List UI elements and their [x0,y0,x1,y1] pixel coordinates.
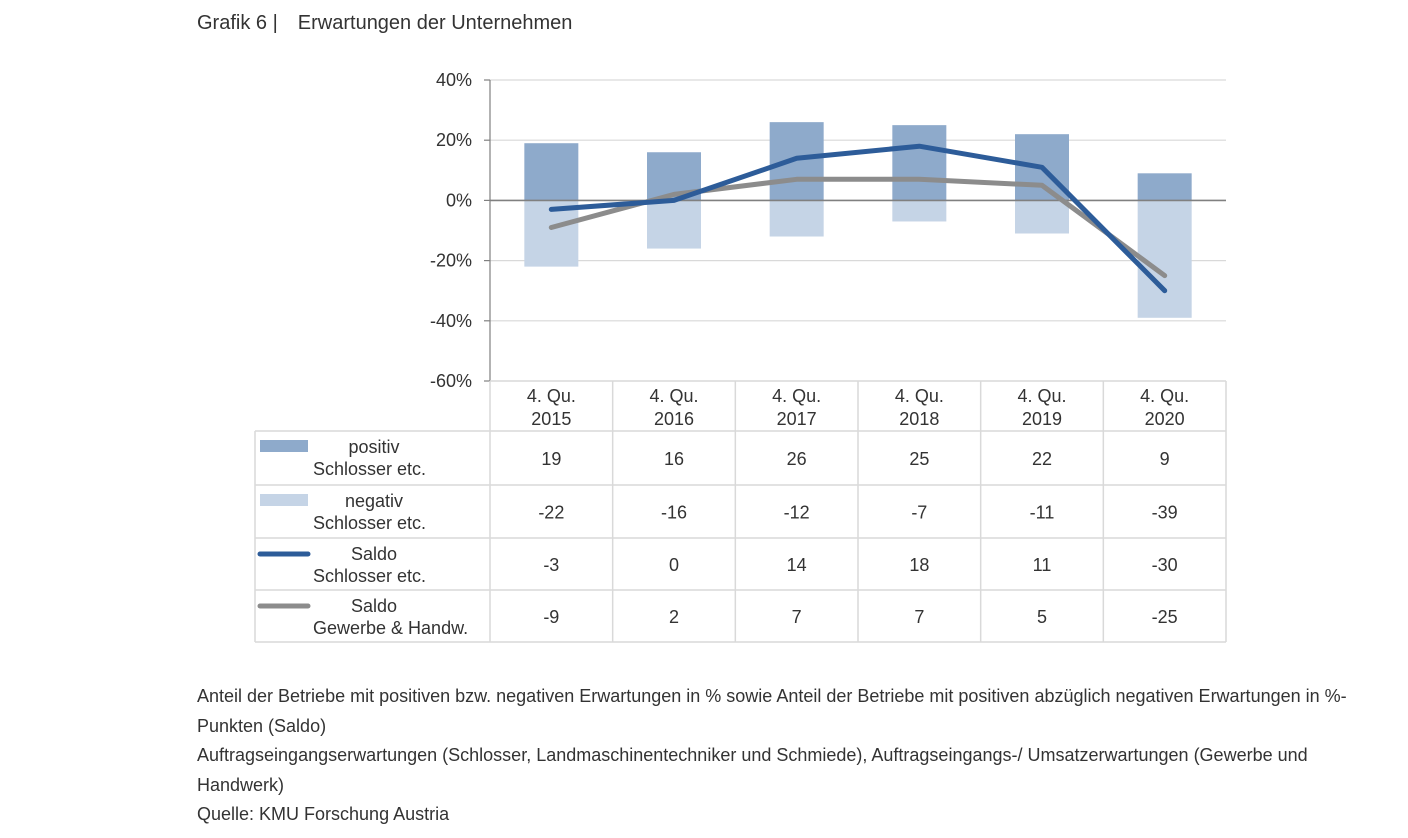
data-label-pos: 19 [541,449,561,469]
x-tick-label: 4. Qu. [895,386,944,406]
legend-label-saldo: Schlosser etc. [313,566,426,586]
data-label-saldo: -3 [543,555,559,575]
data-label-neg: -7 [911,503,927,523]
line-saldo [548,143,1168,294]
legend-label-gew: Saldo [351,596,397,616]
legend-label-pos: positiv [348,437,399,457]
x-tick-label: 4. Qu. [527,386,576,406]
x-tick-label: 2016 [654,409,694,429]
data-label-neg: -22 [538,503,564,523]
figure-notes: Anteil der Betriebe mit positiven bzw. n… [197,682,1377,830]
legend-label-neg: negativ [345,491,403,511]
note-definition: Auftragseingangserwartungen (Schlosser, … [197,745,1308,795]
bar-pos [524,143,579,201]
figure-number: Grafik 6 | [197,12,278,34]
bar-neg [769,200,824,237]
data-label-neg: -11 [1030,503,1055,523]
data-label-gew: -25 [1152,607,1178,627]
data-label-pos: 25 [909,449,929,469]
note-description: Anteil der Betriebe mit positiven bzw. n… [197,686,1347,736]
data-label-saldo: 0 [669,555,679,575]
legend-label-pos: Schlosser etc. [313,459,426,479]
data-label-pos: 16 [664,449,684,469]
data-label-neg: -39 [1152,503,1178,523]
y-tick-label: 40% [436,70,472,90]
bar-pos [892,125,947,201]
y-tick-label: -40% [430,311,472,331]
x-tick-label: 2017 [777,409,817,429]
x-tick-label: 2015 [531,409,571,429]
bar-neg [647,200,701,249]
data-label-neg: -12 [784,503,810,523]
x-tick-label: 4. Qu. [772,386,821,406]
data-label-pos: 9 [1160,449,1170,469]
data-label-gew: 7 [792,607,802,627]
x-tick-label: 4. Qu. [649,386,698,406]
note-source: Quelle: KMU Forschung Austria [197,804,450,824]
y-tick-label: -20% [430,251,472,271]
bar-neg [1137,200,1192,318]
legend-label-gew: Gewerbe & Handw. [313,618,468,638]
y-tick-label: 20% [436,130,472,150]
figure-title: Grafik 6 | Erwartungen der Unternehmen [197,12,572,35]
data-label-gew: 2 [669,607,679,627]
y-tick-label: -60% [430,371,472,391]
data-label-gew: -9 [543,607,559,627]
bar-neg [1015,200,1069,234]
bar-neg [892,200,947,222]
data-label-gew: 5 [1037,607,1047,627]
data-label-gew: 7 [914,607,924,627]
x-tick-label: 4. Qu. [1017,386,1066,406]
bar-pos [769,122,824,201]
legend-label-saldo: Saldo [351,544,397,564]
y-tick-label: 0% [446,190,472,210]
figure-title-text: Erwartungen der Unternehmen [297,12,573,34]
data-label-saldo: 14 [787,555,807,575]
x-tick-label: 2019 [1022,409,1062,429]
x-tick-label: 2020 [1145,409,1185,429]
x-tick-label: 2018 [899,409,939,429]
data-label-saldo: -30 [1152,555,1178,575]
legend-key-pos [260,440,308,452]
data-label-saldo: 18 [909,555,929,575]
x-tick-label: 4. Qu. [1140,386,1189,406]
bar-pos [1137,173,1192,201]
data-label-pos: 22 [1032,449,1052,469]
data-label-saldo: 11 [1033,555,1052,575]
legend-label-neg: Schlosser etc. [313,513,426,533]
legend-key-neg [260,494,308,506]
data-label-neg: -16 [661,503,687,523]
data-label-pos: 26 [787,449,807,469]
